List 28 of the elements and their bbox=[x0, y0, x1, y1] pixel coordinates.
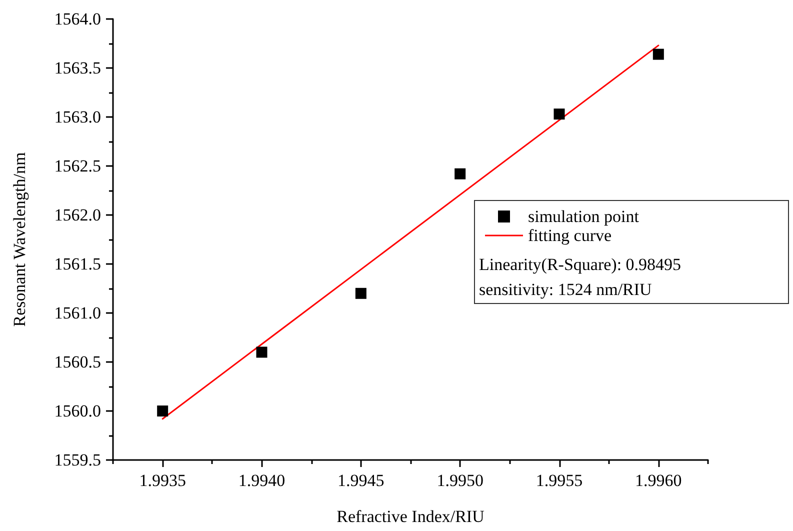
point bbox=[355, 288, 366, 299]
x-tick-label: 1.9950 bbox=[436, 471, 484, 490]
y-tick-label: 1561.0 bbox=[54, 304, 101, 322]
y-tick-label: 1563.0 bbox=[54, 108, 101, 126]
y-tick-label: 1561.5 bbox=[54, 254, 101, 274]
x-tick-label: 1.9940 bbox=[238, 471, 286, 490]
point bbox=[256, 346, 268, 358]
y-tick-label: 1564.0 bbox=[54, 10, 101, 28]
point bbox=[554, 108, 565, 120]
y-tick-label: 1560.0 bbox=[54, 402, 101, 420]
y-tick-label: 1560.5 bbox=[54, 352, 101, 372]
y-tick-label: 1562.5 bbox=[54, 156, 101, 176]
x-tick-label: 1.9955 bbox=[536, 471, 583, 490]
x-axis-title: Refractive Index/RIU bbox=[336, 507, 484, 526]
annotation: sensitivity: 1524 nm/RIU bbox=[479, 279, 653, 301]
point bbox=[454, 168, 466, 180]
point bbox=[157, 406, 168, 416]
y-axis-title: Resonant Wavelength/nm bbox=[10, 152, 29, 327]
y-tick-label: 1563.5 bbox=[54, 58, 101, 78]
legend-label: fitting curve bbox=[528, 226, 612, 245]
legend-label: simulation point bbox=[528, 207, 640, 226]
y-tick-label: 1562.0 bbox=[54, 206, 101, 224]
x-tick-label: 1.9935 bbox=[139, 471, 186, 490]
y-tick-label: 1559.5 bbox=[54, 450, 101, 470]
x-tick-label: 1.9945 bbox=[338, 471, 384, 490]
annotation: Linearity(R-Square): 0.98495 bbox=[479, 254, 682, 276]
x-tick-label: 1.9960 bbox=[635, 471, 682, 490]
point bbox=[652, 48, 664, 60]
